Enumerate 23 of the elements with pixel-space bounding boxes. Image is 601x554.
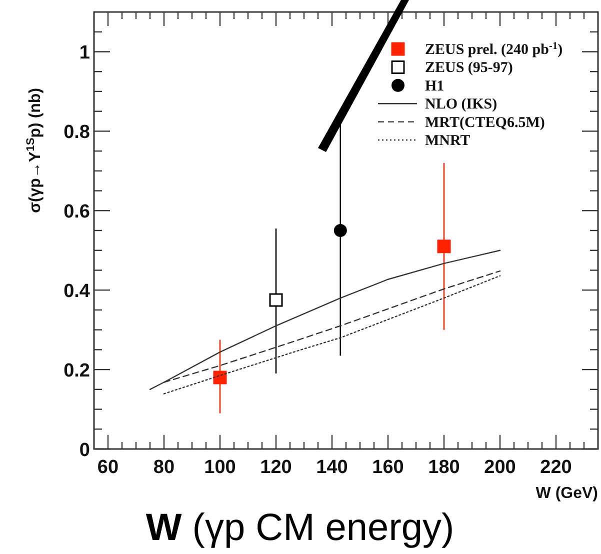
y-tick-label: 1 xyxy=(79,42,90,64)
y-tick-label: 0.6 xyxy=(64,202,90,223)
legend-label: MRT(CTEQ6.5M) xyxy=(425,114,545,131)
legend-label: ZEUS prel. (240 pb$^{-1}$) xyxy=(425,40,563,58)
x-tick-label: 220 xyxy=(540,457,572,478)
x-tick-label: 180 xyxy=(428,457,460,478)
y-tick-label: 0.8 xyxy=(64,122,90,144)
y-tick-label: 0 xyxy=(79,440,90,461)
legend-label: ZEUS (95-97) xyxy=(425,60,513,76)
x-tick-label: 80 xyxy=(153,457,175,478)
x-tick-label: 140 xyxy=(316,457,348,478)
legend-label: NLO (IKS) xyxy=(425,96,498,113)
x-axis-title: W (GeV) xyxy=(536,485,598,502)
x-tick-label: 200 xyxy=(484,457,516,478)
x-tick-label: 100 xyxy=(204,457,236,478)
x-tick-label: 60 xyxy=(97,457,119,478)
legend-label: MNRT xyxy=(425,133,470,149)
y-tick-label: 0.4 xyxy=(64,281,90,302)
x-tick-label: 160 xyxy=(372,457,404,478)
text: W (γp CM energy) xyxy=(146,507,454,549)
x-tick-label: 120 xyxy=(260,457,292,478)
y-tick-label: 0.2 xyxy=(64,360,90,382)
legend-label: H1 xyxy=(425,78,444,94)
